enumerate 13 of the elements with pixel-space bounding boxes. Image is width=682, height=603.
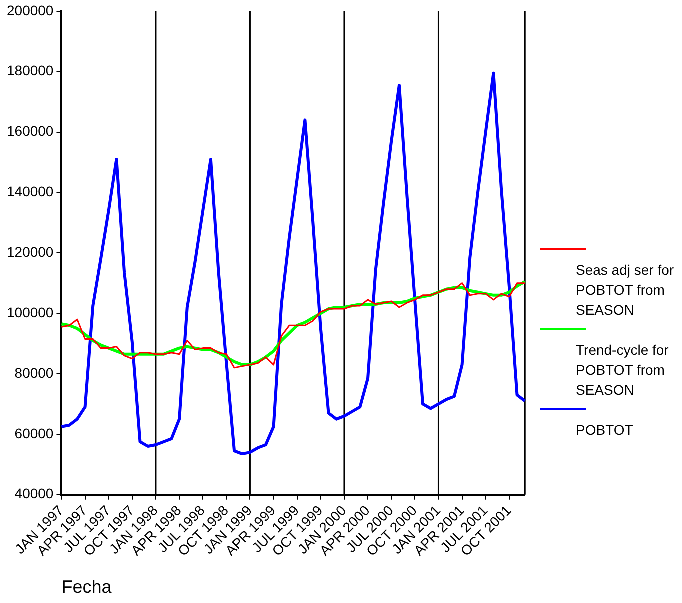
y-tick-label: 180000 bbox=[7, 62, 54, 79]
y-tick-label: 160000 bbox=[7, 123, 54, 140]
y-tick-label: 80000 bbox=[14, 364, 54, 381]
legend-label: Seas adj ser for POBTOT from SEASON bbox=[576, 261, 676, 320]
legend-label: POBTOT bbox=[576, 421, 634, 440]
legend-label: Trend-cycle for POBTOT from SEASON bbox=[576, 341, 670, 400]
y-tick-label: 60000 bbox=[14, 425, 54, 442]
y-tick-label: 200000 bbox=[7, 2, 54, 18]
y-tick-label: 40000 bbox=[14, 486, 54, 502]
y-tick-label: 100000 bbox=[7, 304, 54, 320]
y-tick-label: 120000 bbox=[7, 244, 54, 260]
y-tick-label: 140000 bbox=[7, 184, 54, 200]
x-axis-title: Fecha bbox=[62, 577, 113, 598]
